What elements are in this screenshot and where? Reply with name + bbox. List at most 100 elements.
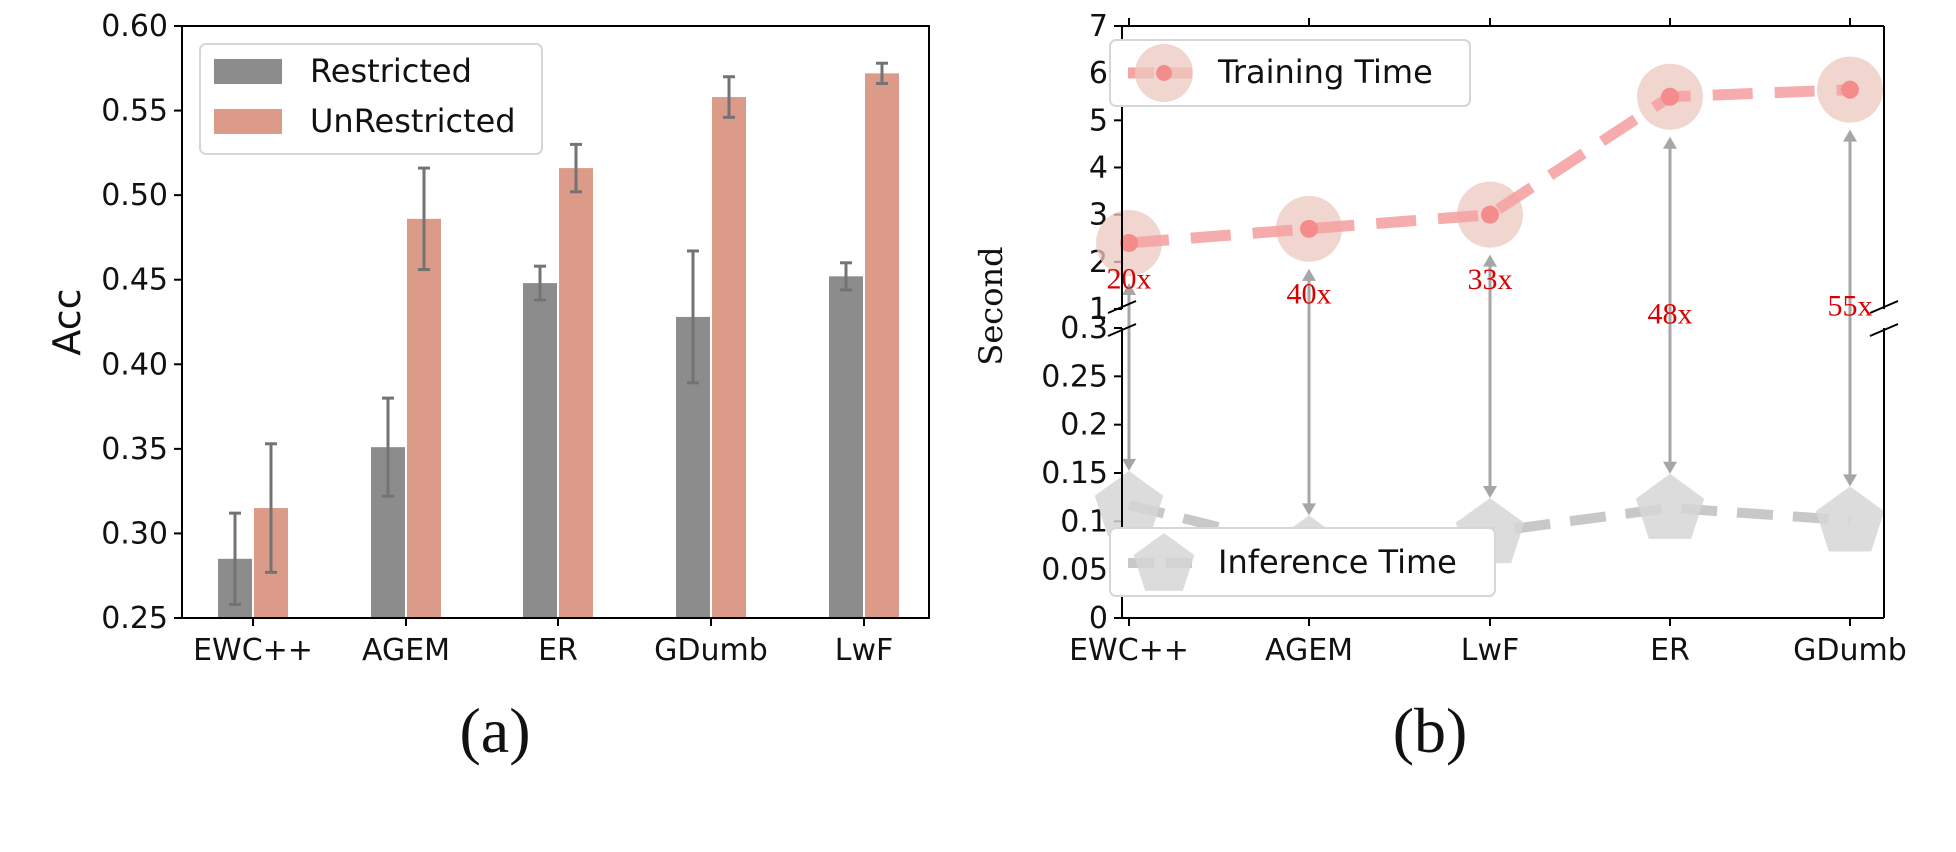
axis-break-right-top	[1869, 300, 1899, 314]
bar-restricted-lwf	[829, 276, 863, 618]
arrow-head-up	[1843, 129, 1857, 142]
speedup-label-agem: 40x	[1287, 277, 1332, 310]
panel-a-y-label: Acc	[45, 288, 89, 355]
legend-marker-inference	[1128, 533, 1200, 591]
bar-unrestricted-gdumb	[712, 97, 746, 619]
panel-a-legend-box	[199, 43, 543, 155]
y-tick-label: 0.30	[101, 516, 168, 551]
speedup-arrow-lwf	[1483, 254, 1497, 498]
arrow-head-down	[1122, 458, 1136, 471]
error-bar-restricted-er	[534, 264, 546, 302]
arrow-head-up	[1483, 254, 1497, 267]
marker-training-lwf	[1481, 205, 1499, 224]
panel-a-frame	[181, 25, 930, 619]
panel-b-y-label: Second	[972, 246, 1010, 365]
x-tick-label-ewc++: EWC++	[1069, 633, 1189, 668]
bar-unrestricted-agem	[407, 218, 441, 618]
arrow-head-up	[1663, 136, 1677, 149]
marker-inference-ewc++	[1094, 470, 1164, 536]
lower-y-tick-label: 0.15	[1041, 456, 1108, 491]
axis-break-left-top	[1107, 300, 1137, 314]
panel-a-bar-chart: 0.25 0.30 0.35 0.40 0.45 0.50 0.55 0.60 EWC++ AG…	[45, 9, 930, 766]
arrow-head-down	[1483, 485, 1497, 498]
y-tick-label: 0.25	[101, 601, 168, 636]
upper-y-tick-label: 4	[1089, 151, 1108, 186]
y-tick-label: 0.35	[101, 432, 168, 467]
error-bar-restricted-gdumb	[687, 249, 699, 385]
x-tick-label-lwf: LwF	[1461, 633, 1520, 668]
speedup-arrow-er	[1663, 136, 1677, 474]
legend-pentagon-inference	[1133, 533, 1195, 591]
legend-label-restricted: Restricted	[310, 52, 472, 90]
y-tick-label: 0.50	[101, 178, 168, 213]
speedup-label-lwf: 33x	[1468, 263, 1513, 296]
bar-unrestricted-er	[559, 168, 593, 618]
x-tick-label-lwf: LwF	[835, 633, 894, 668]
marker-training-er	[1661, 87, 1679, 106]
y-tick-label: 0.55	[101, 94, 168, 129]
error-bar-unrestricted-er	[570, 142, 582, 194]
legend-label-inference: Inference Time	[1218, 543, 1457, 581]
error-bar-unrestricted-gdumb	[723, 75, 735, 119]
arrow-head-up	[1122, 282, 1136, 295]
legend-swatch-unrestricted	[214, 109, 282, 134]
axis-break-right-bottom	[1869, 323, 1899, 337]
x-tick-label-agem: AGEM	[1265, 633, 1353, 668]
upper-y-tick-label: 5	[1089, 103, 1108, 138]
axis-break-left-bottom	[1107, 323, 1137, 337]
arrow-head-up	[1302, 268, 1316, 281]
upper-y-tick-label: 7	[1089, 9, 1108, 44]
error-bar-unrestricted-ewc++	[265, 442, 277, 574]
x-tick-label-er: ER	[538, 633, 578, 668]
speedup-label-gdumb: 55x	[1828, 290, 1873, 323]
speedup-label-ewc++: 20x	[1107, 263, 1152, 296]
y-tick-label: 0.40	[101, 347, 168, 382]
legend-marker-training	[1128, 44, 1200, 102]
legend-swatch-restricted	[214, 59, 282, 84]
panel-b-caption: (b)	[1393, 695, 1468, 766]
lower-y-tick-label: 0.05	[1041, 553, 1108, 588]
speedup-label-er: 48x	[1648, 298, 1693, 331]
y-tick-label: 0.60	[101, 9, 168, 44]
arrow-head-down	[1663, 461, 1677, 474]
series-line-training-time	[1128, 84, 1851, 249]
panel-a-legend: Restricted UnRestricted	[199, 43, 543, 155]
bar-unrestricted-lwf	[865, 73, 899, 619]
x-tick-label-er: ER	[1650, 633, 1690, 668]
x-tick-label-gdumb: GDumb	[1793, 633, 1907, 668]
panel-b-speedup-arrows	[1122, 129, 1857, 516]
panel-a-caption: (a)	[459, 695, 530, 766]
speedup-arrow-ewc++	[1122, 282, 1136, 471]
marker-training-gdumb	[1841, 80, 1859, 99]
legend-box-inference	[1109, 527, 1496, 597]
panel-b-legend-inference: Inference Time	[1109, 527, 1496, 597]
panel-a-error-bars	[229, 61, 888, 606]
legend-label-training: Training Time	[1217, 53, 1433, 91]
marker-training-ewc++	[1120, 233, 1138, 252]
y-tick-label: 0.45	[101, 263, 168, 298]
upper-y-tick-label: 6	[1089, 56, 1108, 91]
legend-label-unrestricted: UnRestricted	[310, 102, 516, 140]
speedup-arrow-gdumb	[1843, 129, 1857, 487]
panel-b-legend-training: Training Time	[1109, 39, 1471, 107]
error-bar-restricted-agem	[382, 396, 394, 498]
lower-y-tick-label: 0.25	[1041, 359, 1108, 394]
panel-b-x-axis: EWC++ AGEM LwF ER GDumb	[1069, 18, 1907, 668]
x-tick-label-ewc++: EWC++	[193, 633, 313, 668]
panel-a-y-axis: 0.25 0.30 0.35 0.40 0.45 0.50 0.55 0.60	[101, 9, 182, 636]
speedup-arrow-agem	[1302, 268, 1316, 516]
arrow-head-down	[1302, 503, 1316, 516]
upper-y-tick-label: 1	[1089, 292, 1108, 327]
lower-y-tick-label: 0	[1089, 601, 1108, 636]
marker-inference-er	[1635, 473, 1705, 539]
legend-box-training	[1109, 39, 1471, 107]
panel-a-bars	[218, 73, 899, 619]
error-bar-unrestricted-agem	[418, 166, 430, 272]
lower-y-tick-label: 0.2	[1060, 408, 1108, 443]
marker-training-agem	[1300, 219, 1318, 238]
legend-dot-training	[1156, 65, 1172, 81]
panel-b-speedup-labels: 20x 40x 33x 48x 55x	[1107, 263, 1873, 331]
x-tick-label-gdumb: GDumb	[654, 633, 768, 668]
